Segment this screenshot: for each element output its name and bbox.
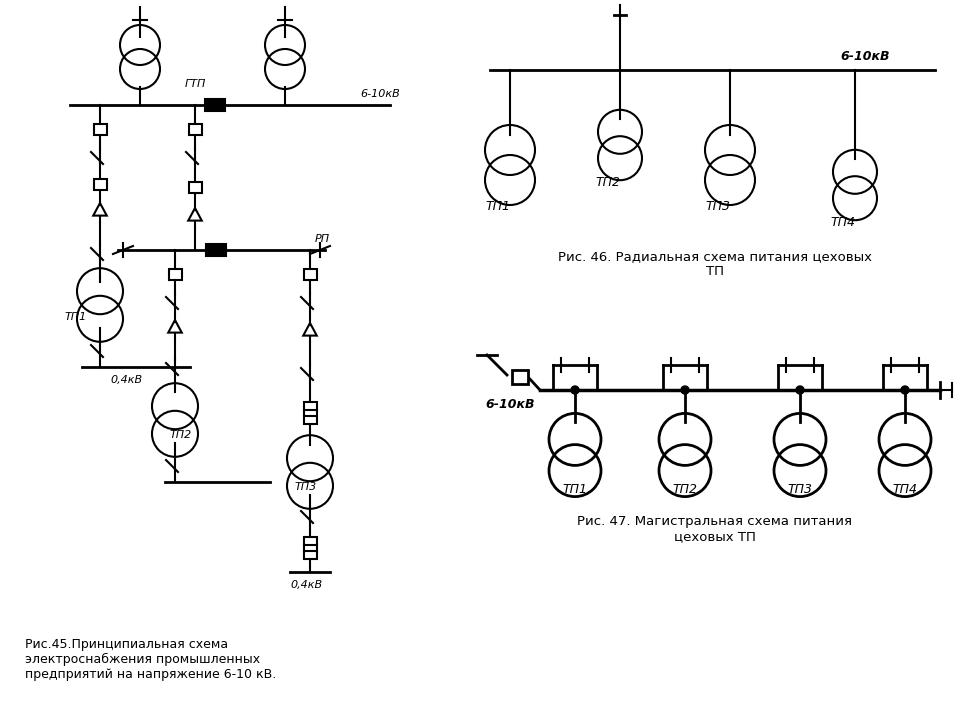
Text: ТП1: ТП1 (563, 483, 588, 496)
Bar (188, 124, 202, 135)
Bar (303, 537, 317, 559)
Bar (206, 244, 226, 256)
Text: 6-10кВ: 6-10кВ (840, 50, 890, 63)
Circle shape (796, 386, 804, 394)
Circle shape (901, 386, 909, 394)
Text: 6-10кВ: 6-10кВ (360, 89, 399, 99)
Bar (205, 99, 225, 111)
Text: Рис. 46. Радиальная схема питания цеховых
ТП: Рис. 46. Радиальная схема питания цеховы… (558, 250, 872, 278)
Bar (303, 269, 317, 279)
Text: ТП2: ТП2 (170, 430, 192, 440)
Bar (188, 181, 202, 192)
Text: Рис.45.Принципиальная схема
электроснабжения промышленных
предприятий на напряже: Рис.45.Принципиальная схема электроснабж… (25, 638, 276, 681)
Text: ТП1: ТП1 (65, 312, 87, 322)
Text: ТП4: ТП4 (830, 217, 855, 230)
Circle shape (681, 386, 689, 394)
Text: 6-10кВ: 6-10кВ (485, 398, 535, 411)
Text: ТП1: ТП1 (486, 200, 511, 213)
Text: 0,4кВ: 0,4кВ (290, 580, 323, 590)
Text: Рис. 47. Магистральная схема питания
цеховых ТП: Рис. 47. Магистральная схема питания цех… (578, 515, 852, 543)
Text: ГТП: ГТП (184, 79, 205, 89)
Text: РП: РП (315, 234, 330, 244)
Text: 0,4кВ: 0,4кВ (110, 375, 142, 385)
Circle shape (571, 386, 579, 394)
Bar (93, 179, 107, 189)
Text: ТП3: ТП3 (295, 482, 317, 492)
Text: ТП3: ТП3 (706, 200, 731, 213)
Text: ТП2: ТП2 (595, 176, 620, 189)
Bar (303, 402, 317, 424)
Bar (93, 124, 107, 135)
Text: ТП4: ТП4 (893, 483, 918, 496)
Bar (169, 269, 181, 279)
Text: ТП3: ТП3 (787, 483, 812, 496)
Bar (512, 370, 528, 384)
Text: ТП2: ТП2 (673, 483, 698, 496)
